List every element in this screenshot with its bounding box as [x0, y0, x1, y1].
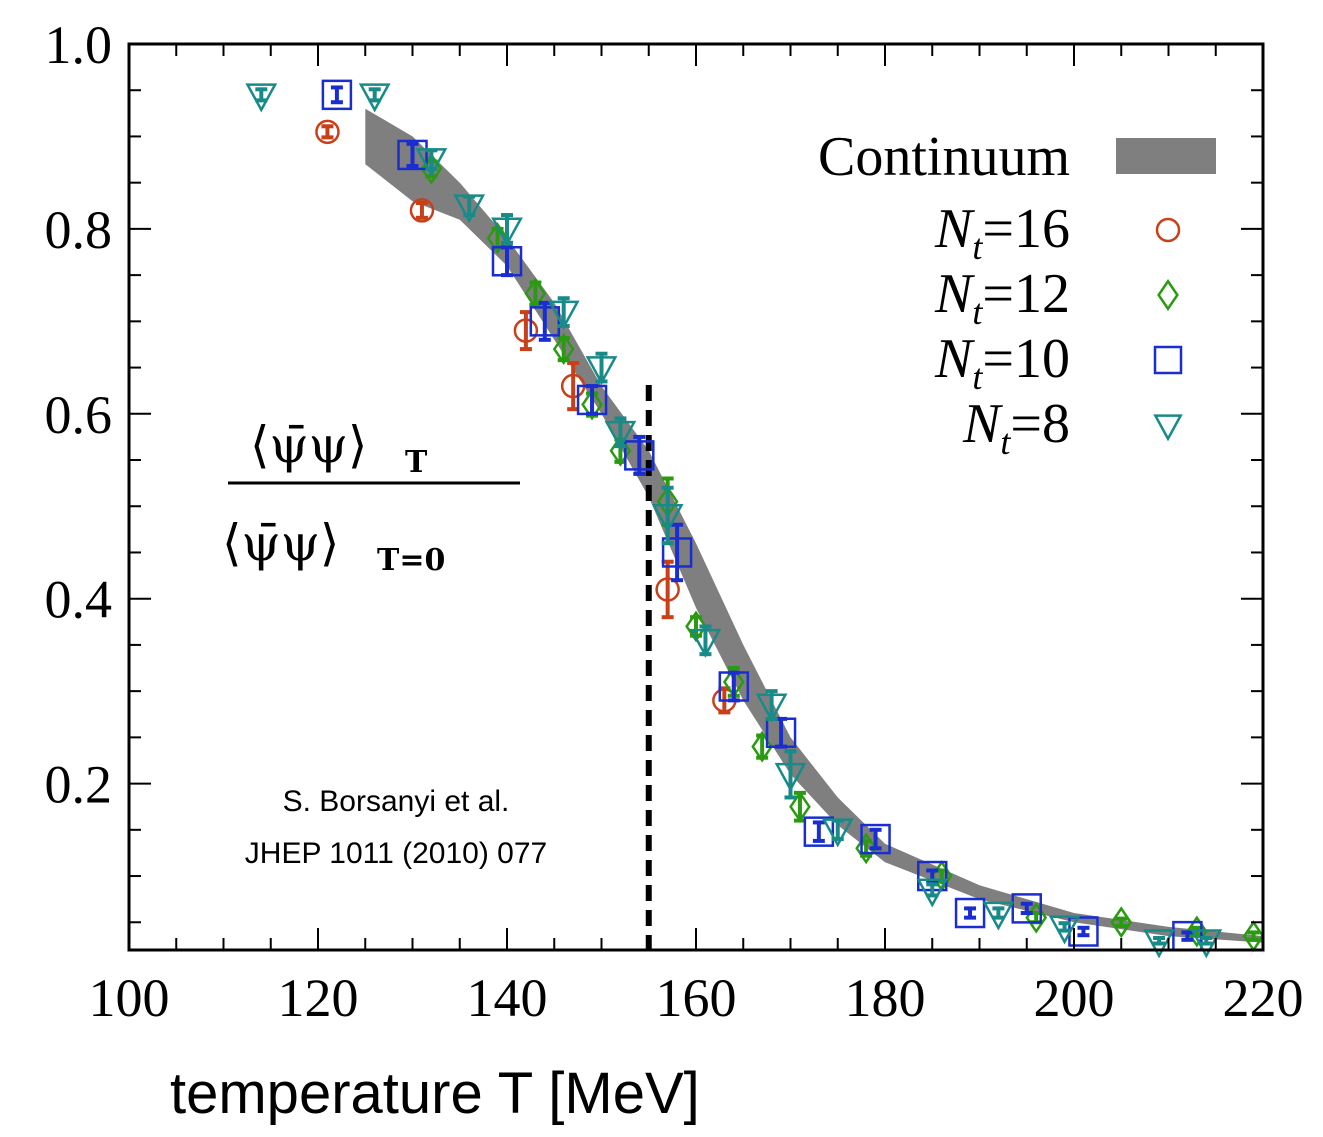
data-point [547, 300, 580, 330]
data-point [453, 194, 486, 224]
legend-label-nt10: Nt=10 [934, 328, 1070, 397]
series-layer [245, 79, 1265, 959]
data-point [821, 818, 854, 848]
data-point [774, 762, 807, 792]
y-tick-label: 0.6 [45, 385, 113, 445]
legend-label-rest: =16 [982, 198, 1070, 260]
data-point [609, 434, 632, 467]
series-nt8 [245, 83, 1223, 959]
data-point [624, 440, 655, 471]
data-point [1190, 929, 1223, 959]
x-tick-label: 140 [467, 968, 548, 1028]
legend-swatch-continuum [1116, 138, 1216, 174]
data-point [718, 671, 750, 702]
series-nt10 [321, 79, 1203, 952]
legend-label-sub: t [1000, 422, 1011, 462]
data-point [655, 577, 680, 602]
data-point [1185, 915, 1208, 948]
legend-label-rest: =8 [1010, 393, 1070, 455]
legend-label-main: N [962, 393, 1003, 455]
legend-marker-nt12 [1157, 279, 1179, 311]
data-point [585, 356, 618, 386]
data-point [1143, 929, 1175, 959]
legend-label-main: N [934, 263, 975, 325]
data-point [491, 246, 523, 277]
legend-label-nt8: Nt=8 [962, 393, 1070, 462]
legend-label-main: N [934, 328, 975, 390]
data-point [1048, 915, 1081, 945]
formula-numerator-subscript: T [405, 445, 428, 480]
data-point [552, 333, 575, 366]
data-point [581, 388, 603, 421]
y-tick-label: 0.4 [45, 570, 113, 630]
formula-denominator-subscript: T=0 [377, 543, 445, 578]
x-tick-label: 220 [1223, 968, 1304, 1028]
data-point [1011, 893, 1042, 924]
legend-label-continuum: Continuum [818, 126, 1070, 188]
legend-label-nt12: Nt=12 [934, 263, 1070, 332]
y-quantity-formula: ⟨ψ̄ψ⟩ T ⟨ψ̄ψ⟩ T=0 [222, 416, 520, 578]
data-point [486, 222, 509, 255]
x-axis-label: temperature T [MeV] [170, 1061, 700, 1126]
data-point [765, 717, 797, 748]
data-point [803, 816, 835, 847]
legend-label-main: N [934, 198, 975, 260]
x-tick-label: 120 [278, 968, 359, 1028]
data-point [576, 384, 608, 416]
citation: S. Borsanyi et al. JHEP 1011 (2010) 077 [245, 785, 547, 870]
axis-layer: 100 120 140 160 180 200 220 1.0 0.8 0.6 0.4 0.2 [45, 15, 1304, 1028]
legend-label-rest: =12 [982, 263, 1070, 325]
formula-denominator: ⟨ψ̄ψ⟩ [222, 514, 339, 572]
y-tick-label: 1.0 [45, 15, 113, 75]
data-point [397, 139, 428, 171]
data-point [755, 693, 788, 723]
data-point [789, 790, 811, 823]
data-point [1110, 906, 1133, 939]
series-nt16 [315, 119, 737, 715]
legend-marker-nt8 [1153, 414, 1183, 442]
citation-line-2: JHEP 1011 (2010) 077 [245, 837, 547, 870]
data-point [604, 420, 637, 450]
legend-label-rest: =10 [982, 328, 1070, 390]
data-point [751, 730, 774, 763]
data-point [315, 119, 340, 145]
data-point [651, 504, 684, 534]
data-point [245, 83, 278, 113]
legend-marker-nt10 [1153, 345, 1183, 375]
legend-label-sub: t [972, 227, 983, 267]
legend-label-sub: t [972, 357, 983, 397]
data-point [529, 306, 561, 337]
data-point [321, 79, 353, 111]
formula-numerator: ⟨ψ̄ψ⟩ [250, 416, 367, 474]
data-point [513, 318, 539, 343]
legend-label-nt16: Nt=16 [934, 198, 1070, 267]
data-point [916, 878, 949, 908]
data-point [855, 832, 877, 865]
data-point [954, 897, 986, 929]
continuum-band-layer [365, 108, 1263, 943]
data-point [661, 537, 693, 568]
data-point [409, 198, 435, 223]
legend-marker-nt16 [1155, 217, 1181, 243]
data-point [491, 217, 523, 247]
data-point [689, 628, 722, 658]
y-tick-label: 0.8 [45, 200, 113, 260]
x-tick-label: 180 [845, 968, 926, 1028]
x-tick-label: 160 [656, 968, 737, 1028]
legend-label-sub: t [972, 292, 983, 332]
data-point [358, 83, 391, 113]
citation-line-1: S. Borsanyi et al. [283, 785, 510, 818]
x-tick-label: 200 [1034, 968, 1115, 1028]
y-tick-label: 0.2 [45, 755, 113, 815]
data-point [415, 148, 448, 178]
continuum-band [365, 108, 1263, 943]
data-point [982, 901, 1015, 931]
x-tick-label: 100 [89, 968, 170, 1028]
data-point [860, 823, 891, 855]
